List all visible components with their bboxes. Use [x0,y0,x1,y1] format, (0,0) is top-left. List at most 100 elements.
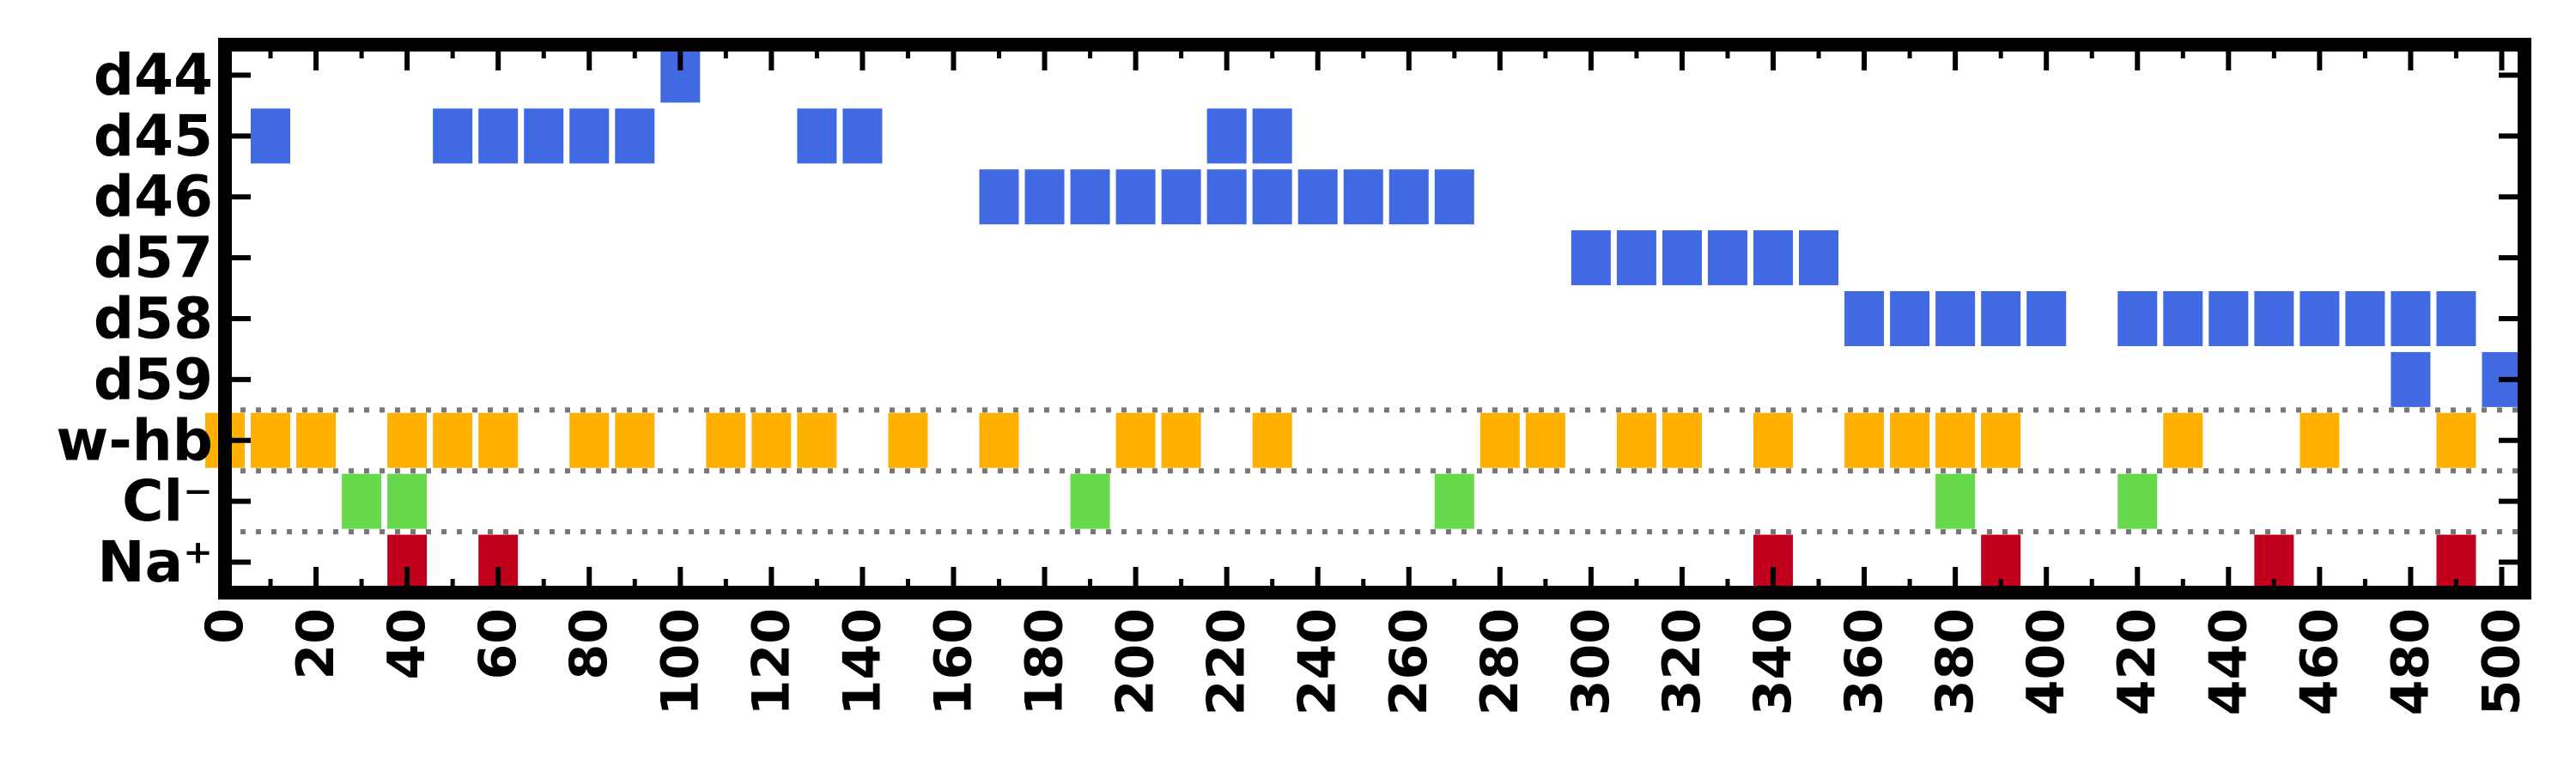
cell-w-hb-290 [1525,412,1565,468]
cell-w-hb-170 [979,412,1019,468]
cell-d45-220 [1206,108,1247,164]
cell-d58-370 [1890,291,1930,346]
cell-cl-420 [2117,473,2158,529]
cell-w-hb-130 [797,412,837,468]
cell-d46-220 [1206,169,1247,225]
cell-d58-470 [2345,291,2385,346]
cell-d58-390 [1981,291,2021,346]
cell-d46-230 [1252,169,1292,225]
y-label-d57: d57 [94,225,213,291]
x-label-460: 460 [2289,608,2349,715]
cell-cl-190 [1070,473,1110,529]
cell-d46-190 [1070,169,1110,225]
cell-w-hb-150 [888,412,928,468]
plot-frame [218,38,2531,600]
cell-cl-40 [387,473,428,529]
cell-d45-60 [478,108,519,164]
cell-w-hb-50 [433,412,473,468]
cell-w-hb-490 [2436,412,2476,468]
cell-d46-200 [1115,169,1156,225]
cell-d58-490 [2436,291,2476,346]
cell-w-hb-40 [387,412,428,468]
y-label-na: Na⁺ [97,529,213,595]
x-tick-labels: 0 20 40 60 80 100 120 140 160 180 200 220 240 260 280 3… [195,608,2531,715]
x-label-140: 140 [832,608,892,715]
cell-d57-350 [1799,230,1839,286]
cell-d45-140 [842,108,883,164]
cell-d45-70 [524,108,564,164]
x-label-180: 180 [1015,608,1075,715]
cell-w-hb-320 [1662,412,1702,468]
cell-d46-250 [1343,169,1383,225]
cell-w-hb-230 [1252,412,1292,468]
cell-w-hb-380 [1935,412,1976,468]
cell-w-hb-210 [1161,412,1201,468]
cell-w-hb-280 [1479,412,1520,468]
cell-d57-330 [1707,230,1747,286]
x-label-360: 360 [1834,608,1894,715]
cell-w-hb-340 [1753,412,1794,468]
x-label-260: 260 [1379,608,1439,715]
cell-d45-80 [569,108,610,164]
cell-d45-90 [615,108,655,164]
x-label-100: 100 [650,608,710,715]
cell-w-hb-80 [569,412,610,468]
x-label-240: 240 [1288,608,1348,715]
x-label-480: 480 [2380,608,2440,715]
cell-d45-130 [797,108,837,164]
cell-d46-260 [1388,169,1429,225]
cell-w-hb-20 [296,412,337,468]
cell-d45-50 [433,108,473,164]
cell-d58-420 [2117,291,2158,346]
cell-d58-360 [1844,291,1885,346]
cell-d58-450 [2254,291,2294,346]
cell-d59-480 [2391,351,2431,407]
x-label-80: 80 [559,608,619,680]
x-label-40: 40 [377,608,437,680]
cell-w-hb-120 [751,412,792,468]
cell-d58-480 [2391,291,2431,346]
heatmap-cells [205,47,2522,590]
cell-d46-240 [1297,169,1338,225]
cell-d57-340 [1753,230,1794,286]
y-label-w-hb: w-hb [56,407,213,473]
cell-w-hb-200 [1115,412,1156,468]
cell-d58-400 [2026,291,2067,346]
cell-d46-270 [1434,169,1474,225]
y-label-d44: d44 [94,42,213,108]
x-label-120: 120 [741,608,801,715]
cell-d58-380 [1935,291,1976,346]
cell-d58-430 [2163,291,2203,346]
cell-w-hb-10 [251,412,291,468]
cell-cl-380 [1935,473,1976,529]
x-label-340: 340 [1743,608,1803,715]
x-label-0: 0 [195,608,255,644]
x-label-420: 420 [2107,608,2167,715]
x-label-320: 320 [1652,608,1712,715]
cell-d57-300 [1571,230,1611,286]
x-label-440: 440 [2198,608,2258,715]
cell-w-hb-90 [615,412,655,468]
x-label-280: 280 [1470,608,1530,715]
y-label-d46: d46 [94,164,213,230]
cell-d57-310 [1616,230,1656,286]
cell-d46-180 [1024,169,1065,225]
cell-w-hb-390 [1981,412,2021,468]
x-label-400: 400 [2016,608,2076,715]
cell-w-hb-60 [478,412,519,468]
cell-d58-460 [2300,291,2340,346]
y-label-d58: d58 [94,286,213,352]
x-label-20: 20 [286,608,346,680]
cell-d45-230 [1252,108,1292,164]
cell-d46-170 [979,169,1019,225]
cell-w-hb-310 [1616,412,1656,468]
cell-d58-440 [2208,291,2249,346]
y-label-d45: d45 [94,103,213,169]
cell-d45-10 [251,108,291,164]
cell-w-hb-430 [2163,412,2203,468]
y-label-cl: Cl⁻ [122,468,213,534]
x-label-160: 160 [923,608,983,715]
cell-w-hb-460 [2300,412,2340,468]
x-label-200: 200 [1106,608,1166,715]
